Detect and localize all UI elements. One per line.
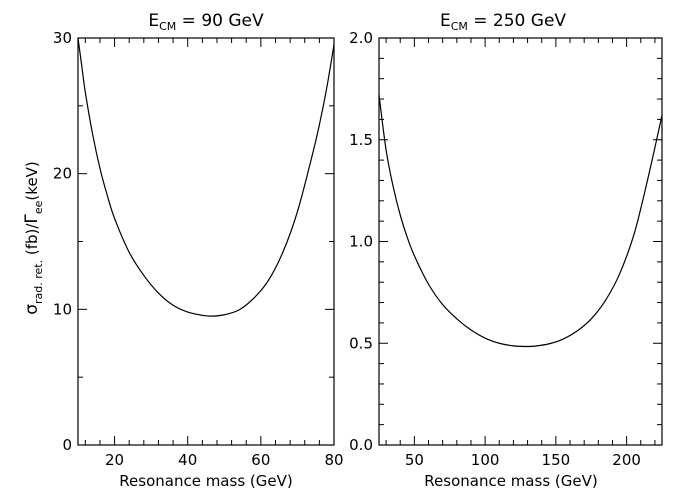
y-axis-label-mid: (fb)/ — [23, 223, 41, 260]
panel-right-y-tick-label: 0.0 — [349, 436, 373, 454]
panel-right-ticks — [379, 37, 662, 446]
y-axis-label-gamma: Γ — [22, 214, 42, 224]
panel-right-x-tick-label: 150 — [542, 451, 571, 469]
panel-right-y-tick-label: 1.5 — [349, 131, 373, 149]
panel-right-frame — [378, 37, 663, 446]
panel-left-ticks — [78, 37, 335, 446]
panel-left-x-tick-labels: 20 40 60 80 — [105, 451, 344, 469]
panel-left-title-rest: = 90 GeV — [176, 11, 264, 31]
panel-right-x-tick-label: 200 — [612, 451, 641, 469]
panel-right-x-tick-label: 100 — [471, 451, 500, 469]
panel-right-title-main: E — [440, 11, 451, 31]
panel-left-frame — [77, 37, 335, 446]
panel-left: ECM = 90 GeV 20 40 60 80 0 10 20 30 Resonance … — [53, 11, 344, 490]
panel-right-y-tick-label: 2.0 — [349, 29, 373, 47]
y-axis-label-unit: (keV) — [23, 161, 41, 200]
panel-left-y-tick-label: 10 — [53, 300, 72, 318]
panel-right-y-tick-label: 0.5 — [349, 334, 373, 352]
panel-left-series-line — [77, 37, 335, 317]
panel-left-title-main: E — [148, 11, 159, 31]
panel-left-x-tick-label: 80 — [324, 451, 343, 469]
panel-left-y-tick-label: 30 — [53, 29, 72, 47]
panel-left-x-tick-label: 40 — [178, 451, 197, 469]
panel-left-x-tick-label: 20 — [105, 451, 124, 469]
panel-left-title-sub: CM — [159, 20, 176, 33]
panel-left-y-tick-labels: 0 10 20 30 — [53, 29, 72, 454]
panel-right-series-line — [378, 94, 663, 348]
panel-right-title-sub: CM — [451, 20, 468, 33]
y-axis-label-gamma-sub: ee — [32, 200, 45, 214]
panel-right-x-tick-label: 50 — [405, 451, 424, 469]
panel-left-x-axis-label: Resonance mass (GeV) — [119, 472, 292, 490]
panel-left-x-tick-label: 60 — [251, 451, 270, 469]
panel-right: ECM = 250 GeV 50 100 150 200 0.0 0.5 1.0 1.5 2.… — [349, 11, 663, 490]
y-axis-label-sigma: σ — [22, 304, 42, 315]
panel-right-x-tick-labels: 50 100 150 200 — [405, 451, 641, 469]
panel-right-title-rest: = 250 GeV — [468, 11, 567, 31]
panel-left-y-tick-label: 0 — [62, 436, 72, 454]
panel-right-y-tick-label: 1.0 — [349, 233, 373, 251]
panel-right-y-tick-labels: 0.0 0.5 1.0 1.5 2.0 — [349, 29, 373, 454]
panel-left-title: ECM = 90 GeV — [148, 11, 264, 33]
y-axis-label-sigma-sub: rad. ret. — [32, 260, 45, 304]
panel-right-title: ECM = 250 GeV — [440, 11, 566, 33]
panel-right-x-axis-label: Resonance mass (GeV) — [424, 472, 597, 490]
y-axis-label: σrad. ret. (fb)/Γee(keV) — [22, 161, 45, 315]
panel-left-y-tick-label: 20 — [53, 165, 72, 183]
